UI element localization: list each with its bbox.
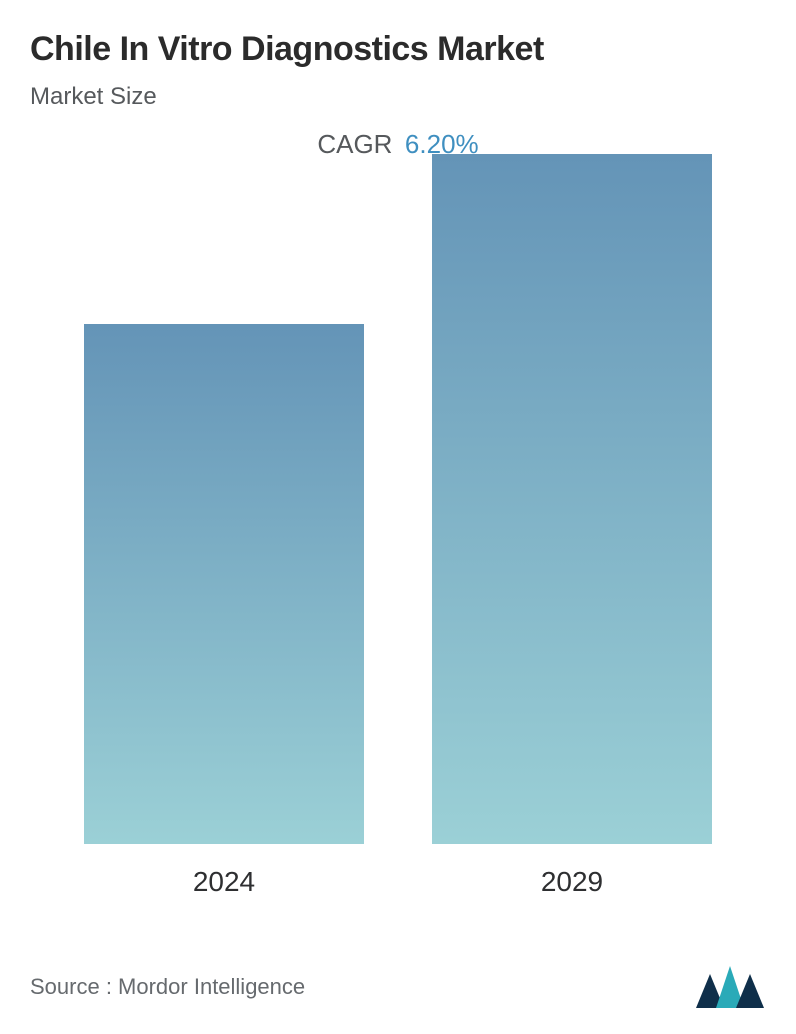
chart-title: Chile In Vitro Diagnostics Market — [30, 30, 766, 69]
bar-group-0: 2024 — [84, 324, 364, 898]
bar-0 — [84, 324, 364, 844]
bar-label-0: 2024 — [193, 866, 255, 898]
mordor-logo-icon — [696, 966, 766, 1008]
bar-1 — [432, 154, 712, 844]
cagr-label: CAGR — [317, 129, 392, 159]
chart-subtitle: Market Size — [30, 83, 766, 111]
footer: Source : Mordor Intelligence — [30, 966, 766, 1008]
bar-label-1: 2029 — [541, 866, 603, 898]
source-text: Source : Mordor Intelligence — [30, 974, 305, 1000]
bar-chart: 2024 2029 — [30, 178, 766, 898]
bar-group-1: 2029 — [432, 154, 712, 898]
